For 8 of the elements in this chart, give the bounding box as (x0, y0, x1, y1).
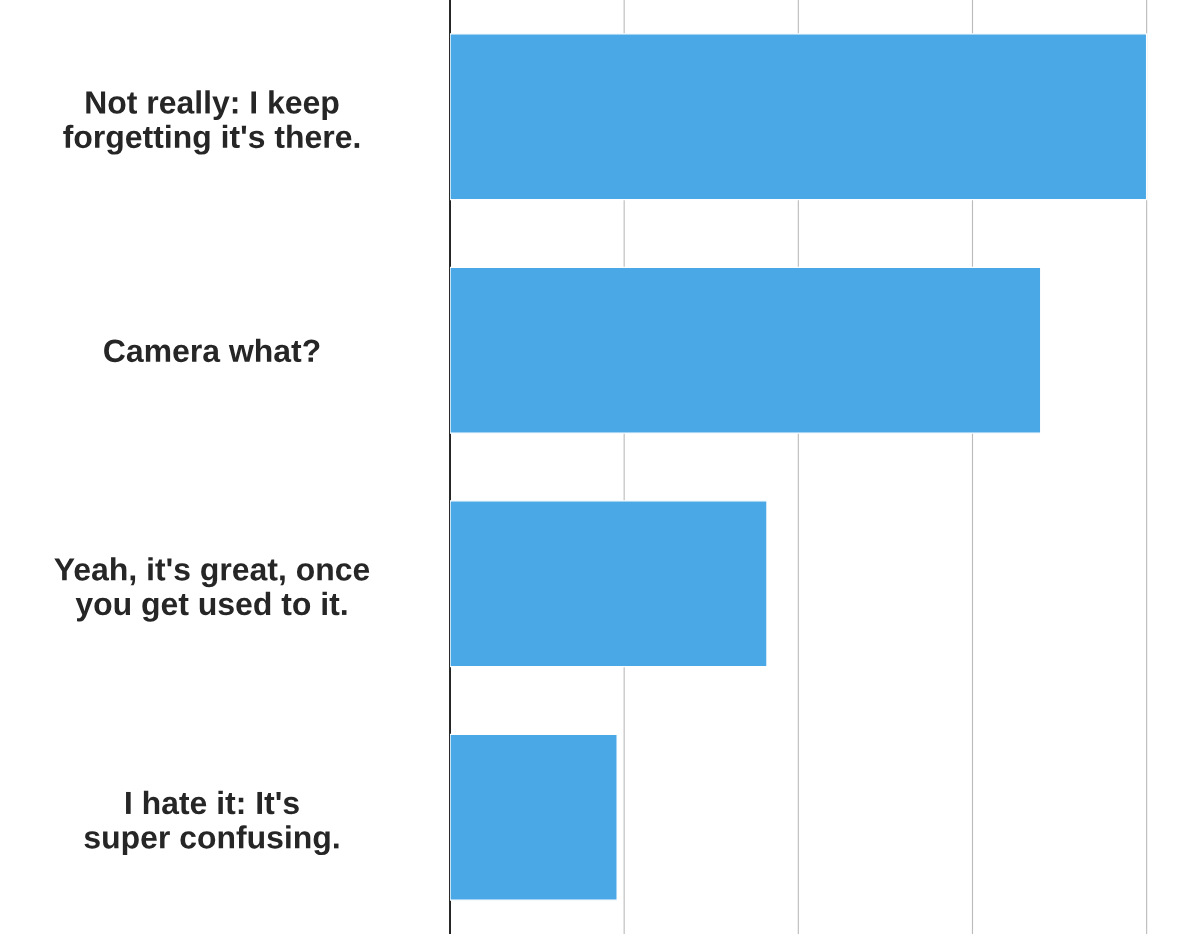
bar (450, 33, 1148, 201)
y-tick-label: Yeah, it's great, once you get used to it. (54, 557, 370, 622)
y-tick-label: I hate it: It's super confusing. (84, 790, 339, 856)
y-tick-label: Not really: I keep forgetting it's there. (63, 90, 360, 155)
y-tick-label: Camera what? (104, 338, 320, 363)
bar (450, 266, 1042, 434)
bar (450, 500, 768, 668)
bar (450, 733, 618, 901)
